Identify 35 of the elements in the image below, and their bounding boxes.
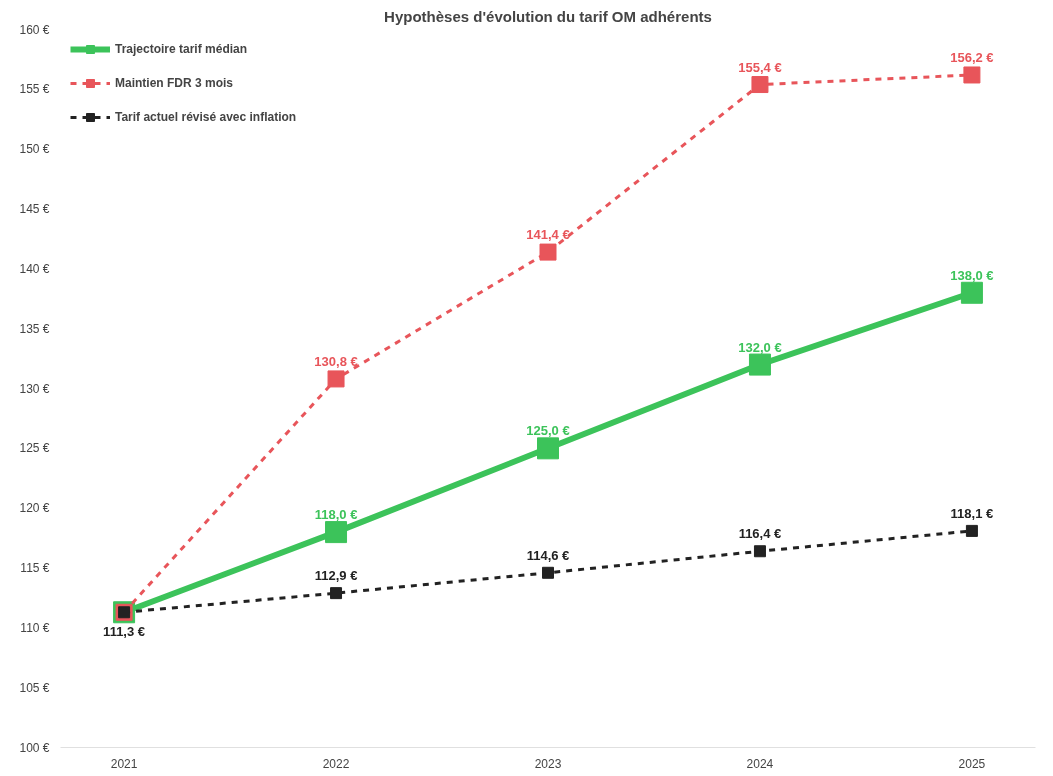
y-tick-label: 110 € bbox=[20, 620, 50, 635]
x-tick-label: 2024 bbox=[746, 756, 774, 771]
x-tick-label: 2021 bbox=[110, 756, 138, 771]
data-label: 138,0 € bbox=[950, 267, 994, 283]
y-tick-label: 120 € bbox=[19, 501, 50, 516]
chart-title: Hypothèses d'évolution du tarif OM adhérents bbox=[384, 7, 712, 25]
data-label: 155,4 € bbox=[738, 59, 782, 75]
y-tick-label: 130 € bbox=[19, 381, 50, 396]
y-tick-label: 160 € bbox=[19, 22, 50, 37]
data-label: 114,6 € bbox=[526, 547, 570, 563]
legend-label: Maintien FDR 3 mois bbox=[115, 76, 234, 90]
data-label: 130,8 € bbox=[314, 353, 358, 369]
y-tick-label: 100 € bbox=[19, 740, 50, 755]
y-tick-label: 140 € bbox=[19, 261, 50, 276]
data-label: 111,3 € bbox=[103, 624, 146, 640]
data-label: 125,0 € bbox=[526, 423, 570, 439]
y-tick-label: 125 € bbox=[19, 441, 50, 456]
data-label: 141,4 € bbox=[526, 227, 570, 243]
y-tick-label: 115 € bbox=[20, 561, 50, 575]
data-label: 132,0 € bbox=[738, 339, 782, 355]
data-label: 156,2 € bbox=[950, 49, 994, 65]
x-tick-label: 2025 bbox=[958, 756, 986, 771]
legend-label: Trajectoire tarif médian bbox=[115, 42, 248, 56]
y-tick-label: 135 € bbox=[19, 321, 50, 336]
y-tick-label: 155 € bbox=[19, 82, 50, 97]
x-tick-label: 2023 bbox=[534, 756, 562, 771]
data-label: 112,9 € bbox=[314, 568, 358, 584]
y-tick-label: 145 € bbox=[19, 202, 50, 216]
data-label: 118,0 € bbox=[314, 507, 358, 523]
legend-label: Tarif actuel révisé avec inflation bbox=[115, 110, 297, 124]
x-tick-label: 2022 bbox=[322, 756, 350, 771]
data-label: 118,1 € bbox=[950, 505, 994, 521]
y-tick-label: 150 € bbox=[19, 142, 50, 157]
data-label: 116,4 € bbox=[738, 526, 782, 542]
y-tick-label: 105 € bbox=[19, 680, 50, 695]
